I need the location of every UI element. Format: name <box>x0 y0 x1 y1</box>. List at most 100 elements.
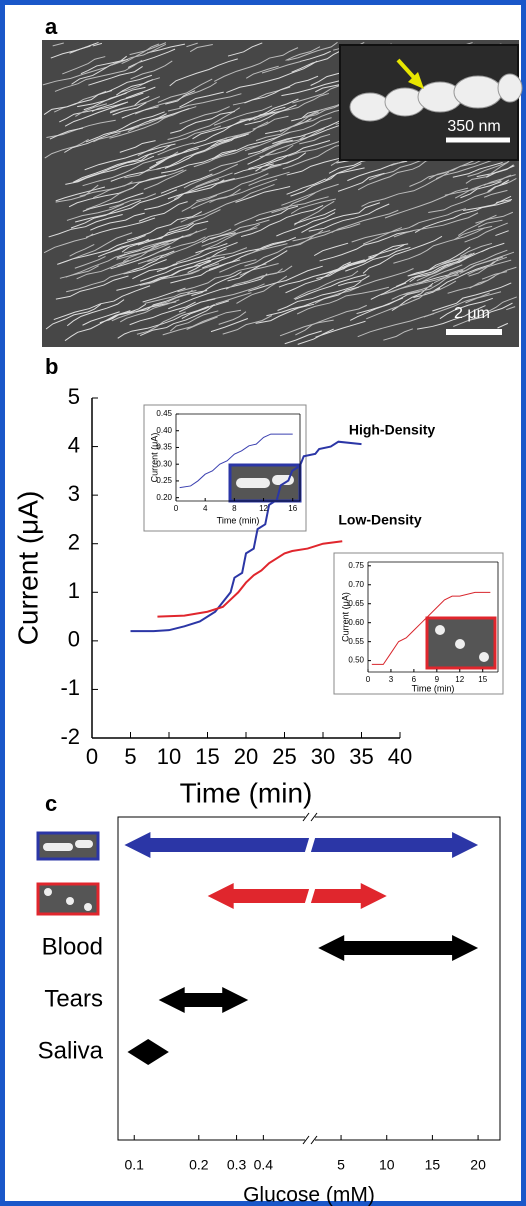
y-tick-label: 0.30 <box>156 459 172 468</box>
nanowire <box>130 60 173 80</box>
nanowire <box>64 310 131 342</box>
nanowire <box>357 157 439 191</box>
nanowire <box>65 155 155 185</box>
nanowire <box>244 135 281 152</box>
nanowire <box>227 250 288 282</box>
nanowire <box>467 156 514 177</box>
nanowire <box>255 205 299 222</box>
x-tick-label: 10 <box>379 1157 395 1173</box>
x-tick-label: 15 <box>425 1157 441 1173</box>
nanowire <box>291 109 323 122</box>
nanowire <box>302 101 346 119</box>
nanowire <box>109 115 171 139</box>
nanowire <box>433 249 508 284</box>
nanowire <box>157 142 194 156</box>
nanowire <box>393 227 486 264</box>
nanowire <box>248 153 292 170</box>
nanowire <box>393 212 479 238</box>
nanowire <box>206 283 265 301</box>
nanowire <box>227 42 263 57</box>
nanowire <box>110 151 187 182</box>
nanowire <box>110 96 161 113</box>
nanowire <box>252 115 289 130</box>
x-tick-label: 0.3 <box>227 1157 247 1173</box>
nanowire <box>43 233 94 254</box>
x-tick-label: 0 <box>86 744 98 769</box>
nanowire <box>407 252 475 277</box>
nanowire <box>322 259 365 275</box>
nanowire <box>64 102 127 127</box>
nanowire <box>319 230 413 262</box>
nanowire <box>179 263 220 277</box>
nanowire <box>469 302 513 321</box>
nanowire <box>314 268 414 305</box>
nanowire <box>447 275 495 294</box>
nanowire <box>82 151 179 187</box>
nanowire <box>164 134 247 169</box>
y-tick-label: 0.75 <box>348 561 364 570</box>
x-tick-label: 9 <box>435 675 440 684</box>
nanowire <box>402 272 459 296</box>
nanowire <box>264 127 325 156</box>
nanowire <box>285 46 321 61</box>
nanowire <box>125 113 167 131</box>
nanowire <box>66 203 124 221</box>
nanowire <box>157 78 213 103</box>
y-tick-label: -2 <box>60 724 80 749</box>
nanowire <box>300 50 331 62</box>
x-tick-label: 20 <box>470 1157 486 1173</box>
nanowire <box>75 189 178 223</box>
nanowire <box>111 43 167 66</box>
nanowire <box>296 286 390 315</box>
x-tick-label: 20 <box>234 744 258 769</box>
nanowire <box>82 311 120 326</box>
nanowire <box>72 152 152 183</box>
nanowire <box>123 259 167 275</box>
nanowire <box>183 163 238 189</box>
nanowire <box>308 203 390 232</box>
nanowire <box>112 102 147 116</box>
nanowire <box>45 303 102 330</box>
nanowire <box>85 217 156 238</box>
nanowire <box>464 222 508 243</box>
x-tick-label: 0.2 <box>189 1157 209 1173</box>
nanowire <box>48 214 123 238</box>
y-tick-label: 0.25 <box>156 476 172 485</box>
nanowire <box>279 108 348 133</box>
nanowire <box>206 247 248 259</box>
category-label: Blood <box>42 933 103 960</box>
nanowire <box>201 227 258 247</box>
nanowire <box>236 275 288 304</box>
nanowire <box>139 269 200 286</box>
x-tick-label: 15 <box>195 744 219 769</box>
panel-a: 350 nm 2 μm a <box>42 14 523 347</box>
nanowire <box>88 66 143 86</box>
nanowire <box>501 179 510 185</box>
nanowire <box>483 189 508 198</box>
nanowire <box>75 103 108 117</box>
nanowire <box>295 304 367 336</box>
nanowire <box>234 163 274 175</box>
nanowire <box>506 306 516 311</box>
nanowire <box>368 244 405 258</box>
line <box>371 591 491 665</box>
x-tick-label: 3 <box>389 675 394 684</box>
nanowire <box>439 297 493 320</box>
nanowire <box>331 209 399 233</box>
x-axis-title: Glucose (mM) <box>243 1184 375 1206</box>
nanowire <box>64 126 139 153</box>
thumbnails <box>36 463 497 916</box>
nanowire <box>92 169 184 199</box>
nanowire <box>144 178 235 211</box>
nanowire <box>117 242 169 267</box>
nanowire <box>59 101 129 123</box>
y-tick-label: 0.55 <box>348 637 364 646</box>
nanowire <box>282 143 350 170</box>
x-tick-label: 0 <box>366 675 371 684</box>
nanowire <box>414 200 512 234</box>
nanowire <box>284 330 322 345</box>
nanowire <box>408 246 471 277</box>
nanowire <box>76 259 130 280</box>
nanowire <box>444 185 482 196</box>
